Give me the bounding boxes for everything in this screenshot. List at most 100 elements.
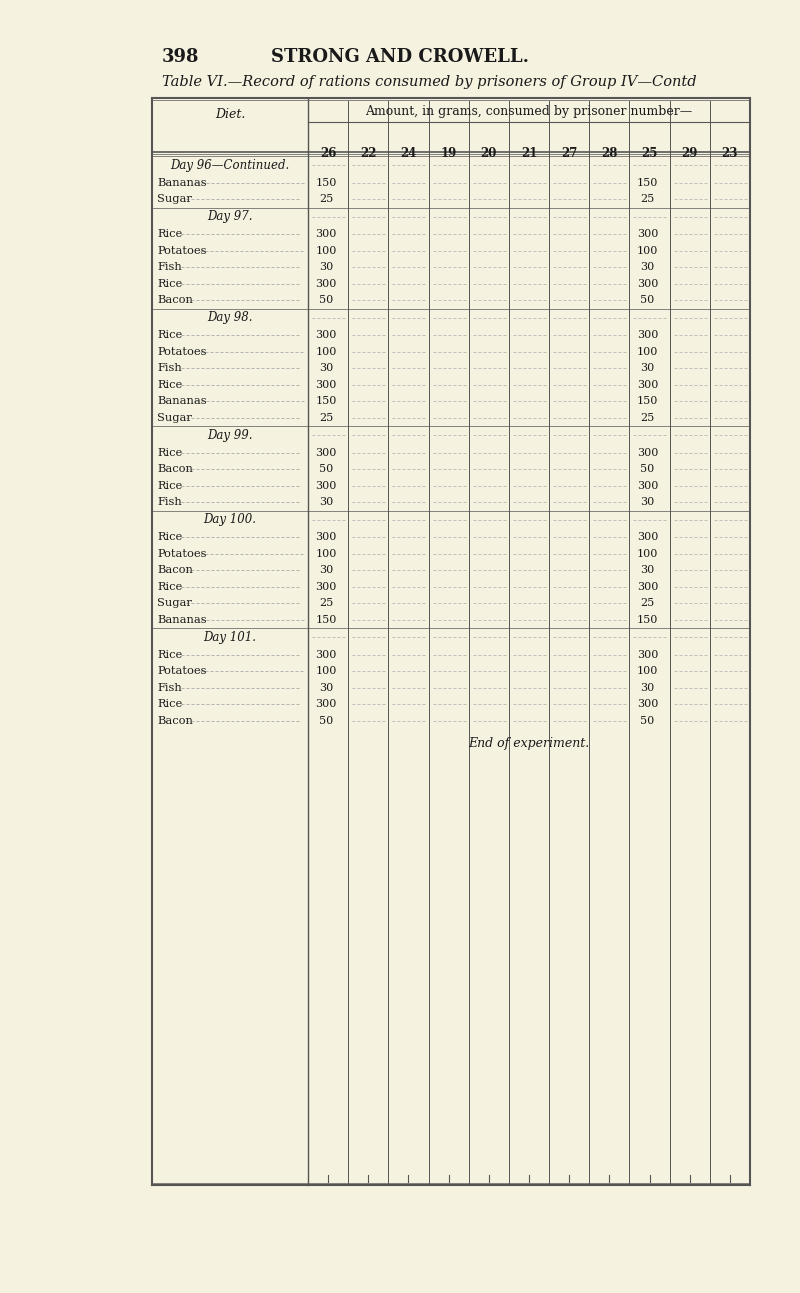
Text: 100: 100	[315, 548, 337, 559]
Text: 21: 21	[521, 147, 537, 160]
Text: 300: 300	[315, 380, 337, 389]
Text: Table VI.—Record of rations consumed by prisoners of Group IV—Contd: Table VI.—Record of rations consumed by …	[162, 75, 697, 89]
Text: Potatoes: Potatoes	[157, 548, 206, 559]
Text: 29: 29	[682, 147, 698, 160]
Text: Day 99.: Day 99.	[207, 429, 253, 442]
Text: Day 96—Continued.: Day 96—Continued.	[170, 159, 290, 172]
Text: 27: 27	[561, 147, 578, 160]
Text: Fish: Fish	[157, 262, 182, 273]
Text: 25: 25	[642, 147, 658, 160]
Text: 300: 300	[315, 229, 337, 239]
Text: 25: 25	[319, 599, 334, 608]
Text: 30: 30	[319, 683, 334, 693]
Text: Fish: Fish	[157, 363, 182, 374]
Text: Bacon: Bacon	[157, 716, 193, 725]
Text: Bacon: Bacon	[157, 565, 193, 575]
Text: Day 98.: Day 98.	[207, 312, 253, 325]
Text: 100: 100	[315, 666, 337, 676]
Text: 300: 300	[315, 447, 337, 458]
Text: 50: 50	[641, 716, 654, 725]
Text: Rice: Rice	[157, 481, 182, 491]
Text: 150: 150	[637, 614, 658, 625]
Text: 28: 28	[601, 147, 618, 160]
Text: 100: 100	[637, 347, 658, 357]
Text: 22: 22	[360, 147, 377, 160]
Text: 300: 300	[637, 582, 658, 592]
Text: 300: 300	[315, 700, 337, 710]
Text: 100: 100	[637, 666, 658, 676]
Text: 25: 25	[319, 194, 334, 204]
Text: Fish: Fish	[157, 498, 182, 507]
Text: 25: 25	[641, 194, 654, 204]
Text: Potatoes: Potatoes	[157, 246, 206, 256]
Text: 100: 100	[315, 347, 337, 357]
Text: 150: 150	[637, 396, 658, 406]
Text: Sugar: Sugar	[157, 599, 192, 608]
Text: 25: 25	[641, 412, 654, 423]
Text: 50: 50	[641, 295, 654, 305]
Text: 300: 300	[637, 481, 658, 491]
Text: Bananas: Bananas	[157, 614, 206, 625]
Text: Rice: Rice	[157, 279, 182, 288]
Text: 100: 100	[637, 548, 658, 559]
Text: Day 101.: Day 101.	[203, 631, 257, 644]
Text: Rice: Rice	[157, 700, 182, 710]
Text: Day 97.: Day 97.	[207, 211, 253, 224]
Text: 150: 150	[315, 614, 337, 625]
Text: 300: 300	[637, 650, 658, 659]
Text: 30: 30	[319, 262, 334, 273]
Text: 300: 300	[315, 582, 337, 592]
Text: 100: 100	[315, 246, 337, 256]
Text: Rice: Rice	[157, 330, 182, 340]
Text: 150: 150	[637, 177, 658, 187]
Text: Diet.: Diet.	[215, 109, 245, 122]
Text: 30: 30	[319, 363, 334, 374]
Text: 25: 25	[319, 412, 334, 423]
Text: 25: 25	[641, 599, 654, 608]
Text: 26: 26	[320, 147, 336, 160]
Text: End of experiment.: End of experiment.	[468, 737, 590, 750]
Text: 50: 50	[641, 464, 654, 475]
Text: 300: 300	[315, 533, 337, 542]
Text: Day 100.: Day 100.	[203, 513, 257, 526]
Text: Bananas: Bananas	[157, 396, 206, 406]
Text: Rice: Rice	[157, 582, 182, 592]
Text: 300: 300	[637, 330, 658, 340]
Text: 50: 50	[319, 295, 334, 305]
Text: 300: 300	[315, 650, 337, 659]
Text: 30: 30	[641, 565, 654, 575]
Text: 30: 30	[641, 683, 654, 693]
Text: 150: 150	[315, 177, 337, 187]
Text: Bananas: Bananas	[157, 177, 206, 187]
Text: 30: 30	[641, 262, 654, 273]
Text: Rice: Rice	[157, 650, 182, 659]
Text: Sugar: Sugar	[157, 194, 192, 204]
Text: Rice: Rice	[157, 447, 182, 458]
Text: Rice: Rice	[157, 380, 182, 389]
Text: 23: 23	[722, 147, 738, 160]
Text: 150: 150	[315, 396, 337, 406]
Text: Potatoes: Potatoes	[157, 347, 206, 357]
Text: Bacon: Bacon	[157, 464, 193, 475]
Text: Potatoes: Potatoes	[157, 666, 206, 676]
Text: 300: 300	[637, 380, 658, 389]
Text: Bacon: Bacon	[157, 295, 193, 305]
Text: 20: 20	[481, 147, 497, 160]
Text: 100: 100	[637, 246, 658, 256]
Text: 300: 300	[637, 229, 658, 239]
Text: 30: 30	[641, 363, 654, 374]
Text: Sugar: Sugar	[157, 412, 192, 423]
Text: 300: 300	[637, 279, 658, 288]
Text: Rice: Rice	[157, 229, 182, 239]
Text: 300: 300	[637, 700, 658, 710]
Text: 300: 300	[315, 330, 337, 340]
Text: Amount, in grams, consumed by prisoner number—: Amount, in grams, consumed by prisoner n…	[366, 105, 693, 118]
Text: 30: 30	[641, 498, 654, 507]
Text: 300: 300	[315, 481, 337, 491]
Text: 30: 30	[319, 498, 334, 507]
Text: 19: 19	[441, 147, 457, 160]
Text: 30: 30	[319, 565, 334, 575]
Text: 300: 300	[315, 279, 337, 288]
Text: 300: 300	[637, 533, 658, 542]
Text: 300: 300	[637, 447, 658, 458]
